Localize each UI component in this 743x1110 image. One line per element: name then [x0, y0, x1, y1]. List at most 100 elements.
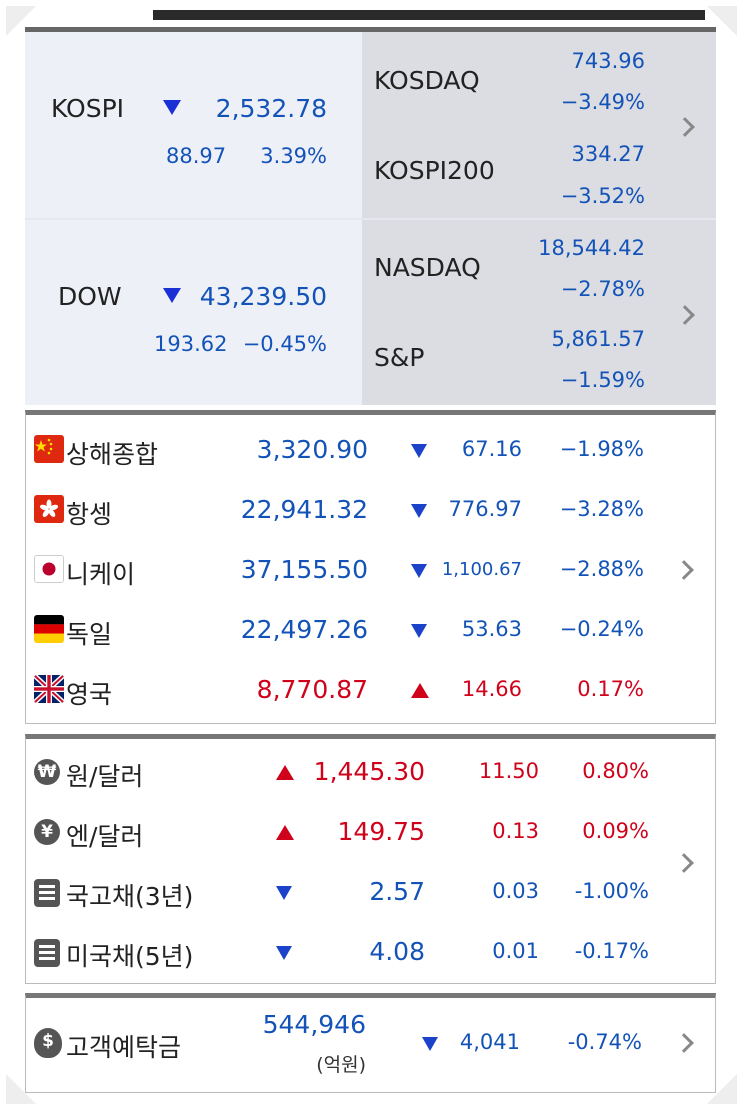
index-name: 니케이 — [66, 560, 136, 589]
item-name: 원/달러 — [66, 762, 144, 791]
index-value: 3,320.90 — [256, 435, 368, 464]
item-change: 0.03 — [492, 879, 539, 903]
index-value: 8,770.87 — [256, 675, 368, 704]
index-name: 영국 — [66, 680, 113, 709]
deposit-percent: -0.74% — [567, 1030, 642, 1054]
down-arrow-icon — [411, 443, 427, 462]
won-coin-icon: ₩ — [34, 759, 60, 785]
item-percent: 0.80% — [582, 759, 649, 783]
down-arrow-icon — [411, 563, 427, 582]
top-bar — [153, 10, 705, 20]
kospi-value: 2,532.78 — [215, 94, 327, 123]
item-name: 엔/달러 — [66, 822, 144, 851]
dow-percent: −0.45% — [242, 332, 327, 356]
index-percent: 0.17% — [577, 677, 644, 701]
chevron-right-icon[interactable] — [675, 305, 695, 325]
list-item: 항셍 22,941.32 776.97 −3.28% — [26, 481, 717, 541]
index-change: 776.97 — [448, 497, 522, 521]
global-index-list[interactable]: 상해종합 3,320.90 67.16 −1.98% 항셍 22,941.32 … — [25, 410, 716, 724]
index-value: 22,497.26 — [240, 615, 368, 644]
kosdaq-label: KOSDAQ — [374, 66, 480, 95]
nasdaq-sp-card[interactable]: NASDAQ 18,544.42 −2.78% S&P 5,861.57 −1.… — [362, 220, 716, 405]
kosdaq-kospi200-card[interactable]: KOSDAQ 743.96 −3.49% KOSPI200 334.27 −3.… — [362, 32, 716, 218]
deposit-unit: (억원) — [316, 1054, 366, 1076]
chevron-right-icon[interactable] — [675, 117, 695, 137]
down-arrow-icon — [276, 885, 292, 904]
down-arrow-icon — [276, 945, 292, 964]
down-arrow-icon — [411, 623, 427, 642]
sp-percent: −1.59% — [560, 368, 645, 392]
dow-value: 43,239.50 — [199, 282, 327, 311]
deposit-value: 544,946 — [262, 1010, 366, 1039]
corner-decoration — [6, 1074, 36, 1104]
index-summary-panel: KOSPI 2,532.78 88.97 3.39% KOSDAQ 743.96… — [25, 27, 716, 405]
kosdaq-percent: −3.49% — [560, 90, 645, 114]
item-value: 149.75 — [337, 817, 425, 846]
index-name: 항셍 — [66, 500, 113, 529]
index-change: 14.66 — [461, 677, 522, 701]
kospi200-percent: −3.52% — [560, 184, 645, 208]
index-percent: −0.24% — [559, 617, 644, 641]
kospi200-label: KOSPI200 — [374, 156, 495, 185]
list-item: 영국 8,770.87 14.66 0.17% — [26, 661, 717, 721]
item-percent: 0.09% — [582, 819, 649, 843]
list-item: ¥ 엔/달러 149.75 0.13 0.09% — [26, 803, 717, 863]
nasdaq-label: NASDAQ — [374, 253, 481, 282]
uk-flag-icon — [34, 675, 64, 703]
index-percent: −3.28% — [559, 497, 644, 521]
money-bag-icon: $ — [34, 1028, 62, 1058]
down-arrow-icon — [422, 1036, 438, 1055]
index-value: 37,155.50 — [240, 555, 368, 584]
index-change: 53.63 — [461, 617, 522, 641]
hongkong-flag-icon — [34, 495, 64, 523]
sp-value: 5,861.57 — [551, 327, 645, 351]
chevron-right-icon[interactable] — [674, 1033, 694, 1053]
dow-change: 193.62 — [154, 332, 228, 356]
kospi-percent: 3.39% — [260, 144, 327, 168]
document-icon — [34, 939, 60, 967]
dow-label: DOW — [58, 282, 122, 311]
deposit-change: 4,041 — [459, 1030, 520, 1054]
fx-bond-list[interactable]: ₩ 원/달러 1,445.30 11.50 0.80% ¥ 엔/달러 149.7… — [25, 734, 716, 984]
index-name: 독일 — [66, 620, 113, 649]
item-value: 2.57 — [369, 877, 425, 906]
dow-card[interactable]: DOW 43,239.50 193.62 −0.45% — [25, 220, 362, 405]
index-change: 1,100.67 — [441, 559, 522, 580]
deposit-name: 고객예탁금 — [66, 1033, 182, 1062]
nasdaq-value: 18,544.42 — [538, 236, 645, 260]
list-item: ₩ 원/달러 1,445.30 11.50 0.80% — [26, 743, 717, 803]
item-percent: -0.17% — [574, 939, 649, 963]
up-arrow-icon — [411, 683, 429, 702]
corner-decoration — [707, 1074, 737, 1104]
document-icon — [34, 879, 60, 907]
index-percent: −1.98% — [559, 437, 644, 461]
customer-deposit-card[interactable]: $ 고객예탁금 544,946 (억원) 4,041 -0.74% — [25, 993, 716, 1093]
kospi-label: KOSPI — [51, 94, 125, 123]
kospi200-value: 334.27 — [571, 142, 645, 166]
index-value: 22,941.32 — [240, 495, 368, 524]
list-item: 상해종합 3,320.90 67.16 −1.98% — [26, 421, 717, 481]
item-name: 미국채(5년) — [66, 942, 194, 971]
china-flag-icon — [34, 435, 64, 463]
up-arrow-icon — [276, 825, 294, 844]
up-arrow-icon — [276, 765, 294, 784]
item-change: 11.50 — [478, 759, 539, 783]
divider — [25, 218, 716, 220]
down-arrow-icon — [411, 503, 427, 522]
list-item: 니케이 37,155.50 1,100.67 −2.88% — [26, 541, 717, 601]
index-name: 상해종합 — [66, 440, 159, 469]
nasdaq-percent: −2.78% — [560, 277, 645, 301]
down-arrow-icon — [163, 100, 181, 119]
item-change: 0.13 — [492, 819, 539, 843]
down-arrow-icon — [163, 288, 181, 307]
list-item: 국고채(3년) 2.57 0.03 -1.00% — [26, 863, 717, 923]
index-change: 67.16 — [461, 437, 522, 461]
item-value: 4.08 — [369, 937, 425, 966]
item-name: 국고채(3년) — [66, 882, 194, 911]
item-percent: -1.00% — [574, 879, 649, 903]
kospi-card[interactable]: KOSPI 2,532.78 88.97 3.39% — [25, 32, 362, 218]
sp-label: S&P — [374, 343, 425, 372]
item-value: 1,445.30 — [313, 757, 425, 786]
list-item: 독일 22,497.26 53.63 −0.24% — [26, 601, 717, 661]
item-change: 0.01 — [492, 939, 539, 963]
